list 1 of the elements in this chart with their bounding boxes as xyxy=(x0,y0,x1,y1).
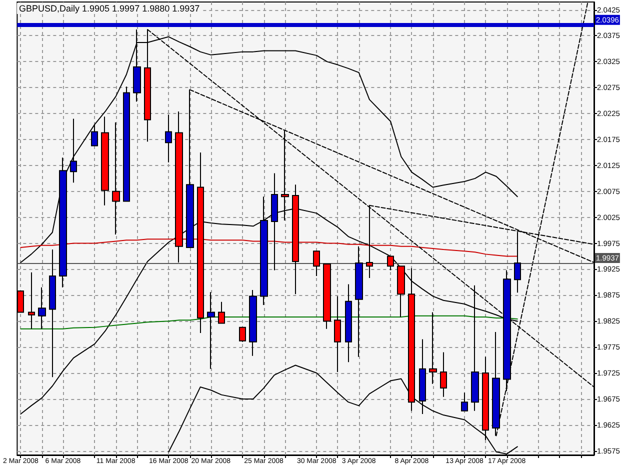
chart-title: GBPUSD,Daily 1.9905 1.9997 1.9880 1.9937 xyxy=(19,4,200,14)
